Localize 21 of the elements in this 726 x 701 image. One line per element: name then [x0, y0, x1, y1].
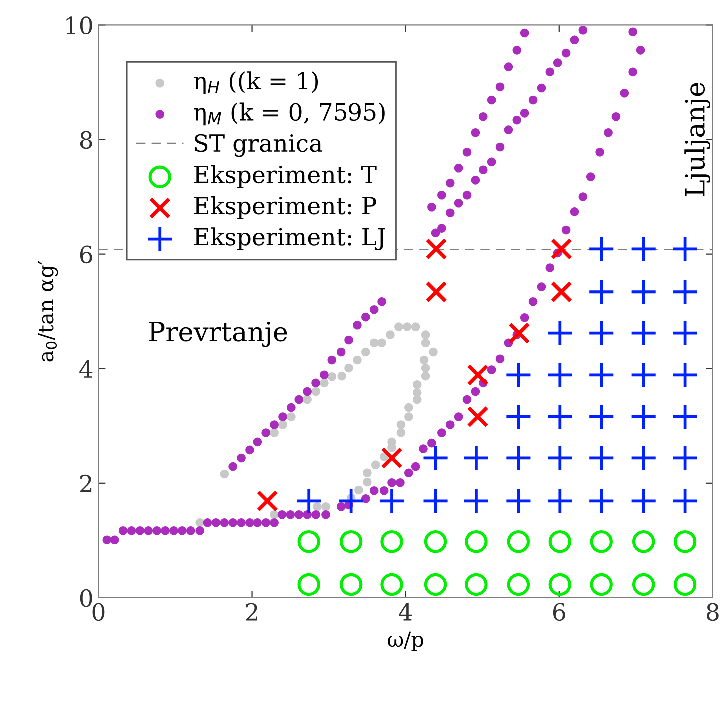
legend-label: Eksperiment: LJ — [194, 228, 386, 250]
y-tick-label: 8 — [80, 131, 92, 150]
y-tick-label: 0 — [80, 589, 92, 608]
legend-label: Eksperiment: T — [194, 165, 377, 188]
x-tick-label: 2 — [246, 603, 258, 621]
legend-label: η$_{H}$ ((k = 1) — [194, 72, 318, 94]
annotation: Prevrtanje — [149, 322, 288, 348]
x-tick-label: 4 — [399, 603, 412, 621]
x-tick-label: 6 — [553, 603, 566, 622]
y-tick-label: 6 — [80, 246, 92, 264]
legend-label: η$_{M}$ (k = 0, 7595) — [194, 102, 385, 126]
x-tick-label: 0 — [92, 603, 105, 622]
x-tick-label: 8 — [707, 603, 719, 622]
y-tick-label: 4 — [80, 360, 93, 378]
annotation: Ljuljanje — [684, 83, 711, 196]
y-tick-label: 10 — [66, 16, 92, 35]
y-axis-title: a$_{0}$/tan αg′ — [38, 260, 58, 362]
legend-label: ST granica — [195, 134, 322, 158]
y-tick-label: 2 — [80, 474, 92, 492]
legend-label: Eksperiment: P — [194, 196, 376, 220]
x-axis-title: ω/p — [388, 632, 424, 652]
